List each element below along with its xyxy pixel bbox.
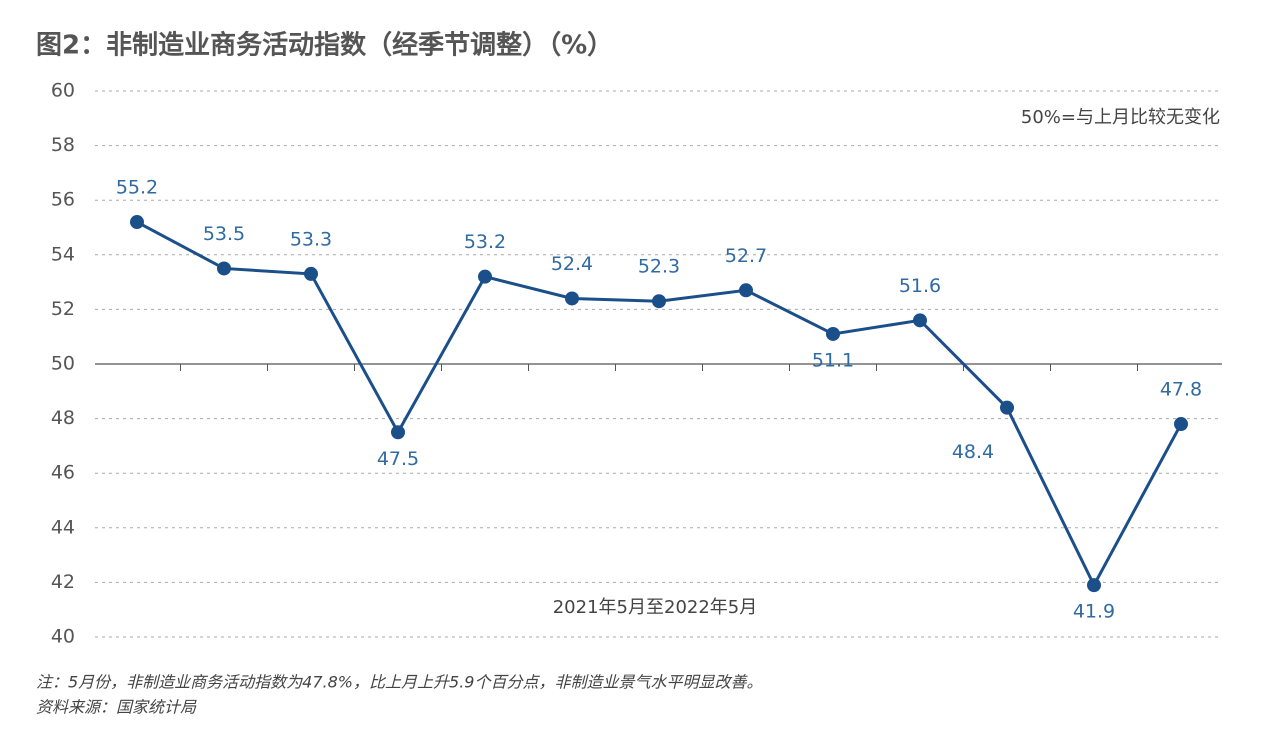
value-label: 52.3 [638,256,680,278]
value-label: 52.7 [725,245,767,267]
value-label: 52.4 [551,253,593,275]
point [565,291,579,306]
value-label: 51.6 [899,275,941,297]
value-label: 51.1 [812,349,854,371]
value-label: 47.5 [377,448,419,470]
y-tick-label: 54 [51,243,75,265]
point [391,425,405,440]
chart-title: 图2：非制造业商务活动指数（经季节调整）（%） [36,30,613,61]
point [826,326,840,341]
value-label: 53.2 [464,231,506,253]
point [304,266,318,281]
y-tick-label: 52 [51,298,75,320]
point [1000,400,1014,415]
value-label: 55.2 [116,177,158,199]
y-tick-label: 56 [51,189,75,211]
y-tick-label: 42 [51,571,75,593]
value-label: 41.9 [1073,601,1115,623]
y-tick-label: 60 [51,80,75,102]
y-tick-label: 50 [51,353,75,375]
note: 注：5月份，非制造业商务活动指数为47.8%，比上月上升5.9个百分点，非制造业… [36,673,762,692]
y-tick-label: 40 [51,626,75,648]
point [130,215,144,230]
point [1174,417,1188,432]
annotation: 50%=与上月比较无变化 [1021,107,1220,128]
point [478,269,492,284]
y-tick-label: 48 [51,407,75,429]
y-tick-label: 46 [51,462,75,484]
point [652,294,666,309]
point [739,283,753,298]
value-label: 48.4 [952,441,994,463]
value-label: 53.3 [290,228,332,250]
y-tick-label: 44 [51,516,75,538]
y-tick-label: 58 [51,134,75,156]
source: 资料来源：国家统计局 [36,698,197,717]
point [1087,578,1101,593]
point [913,313,927,328]
point [217,261,231,276]
value-label: 53.5 [203,223,245,245]
value-label: 47.8 [1160,379,1202,401]
x-axis-label: 2021年5月至2022年5月 [553,597,758,618]
